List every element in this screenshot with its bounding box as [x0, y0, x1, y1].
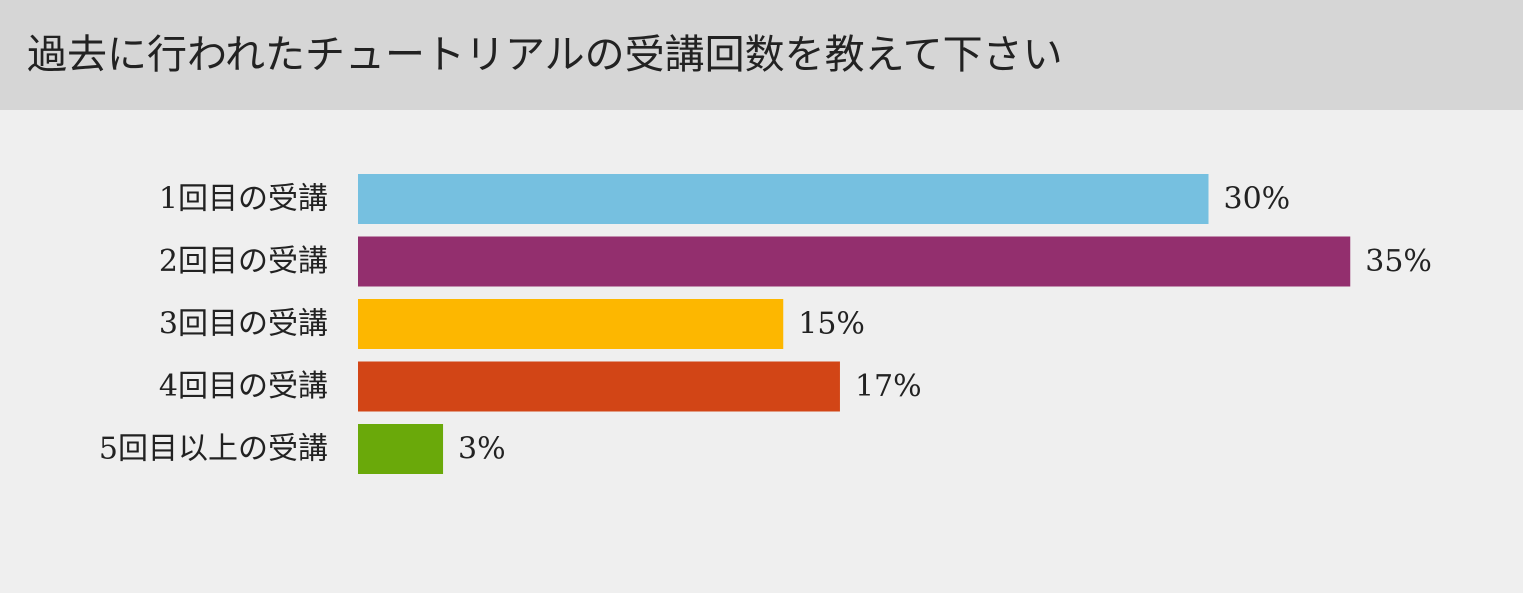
- value-label: 17%: [855, 369, 922, 404]
- category-label: 4回目の受講: [159, 369, 328, 404]
- value-label: 15%: [798, 307, 865, 342]
- category-label: 3回目の受講: [159, 307, 328, 342]
- category-label: 5回目以上の受講: [99, 432, 328, 467]
- value-label: 35%: [1365, 244, 1432, 279]
- category-label: 2回目の受講: [159, 244, 328, 279]
- category-label: 1回目の受講: [159, 182, 328, 217]
- value-label: 3%: [458, 432, 506, 467]
- bar: [358, 361, 840, 412]
- value-label: 30%: [1224, 182, 1291, 217]
- bar: [358, 424, 444, 474]
- bar: [358, 236, 1351, 287]
- title-bar: 過去に行われたチュートリアルの受講回数を教えて下さい: [0, 0, 1523, 110]
- bars-layer: 1回目の受講 30% 2回目の受講 35% 3回目の受講 15% 4回目の受講 17% 5回目以…: [99, 174, 1432, 474]
- chart-title: 過去に行われたチュートリアルの受講回数を教えて下さい: [27, 32, 1063, 78]
- bar: [358, 299, 784, 349]
- bar: [358, 174, 1209, 224]
